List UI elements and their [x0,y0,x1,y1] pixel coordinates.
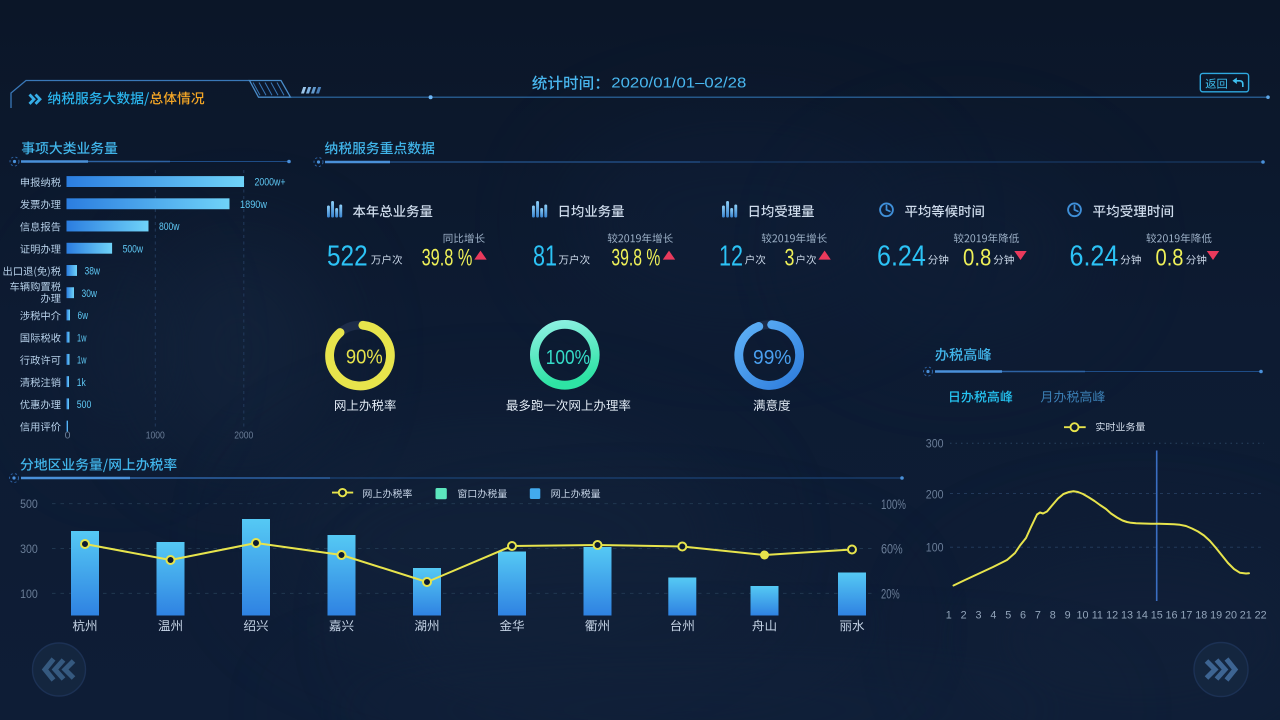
svg-text:1k: 1k [77,377,86,389]
svg-text:100: 100 [20,589,38,601]
svg-text:1w: 1w [77,332,87,344]
svg-text:12: 12 [1106,609,1118,621]
svg-text:38w: 38w [85,266,101,278]
svg-text:6.24: 6.24 [877,240,926,272]
svg-text:99%: 99% [753,346,791,369]
svg-text:0.8: 0.8 [963,244,991,271]
svg-text:15: 15 [1151,609,1163,621]
svg-text:7: 7 [1035,609,1041,621]
svg-text:39.8 %: 39.8 % [422,244,473,271]
svg-text:2020/01/01–02/28: 2020/01/01–02/28 [611,75,746,91]
svg-text:500: 500 [20,499,38,511]
svg-text:30w: 30w [82,288,98,300]
svg-text:22: 22 [1255,609,1267,621]
svg-text:16: 16 [1166,609,1178,621]
svg-text:100: 100 [926,543,944,555]
svg-text:2: 2 [961,609,967,621]
svg-text:500w: 500w [123,243,144,255]
svg-text:522: 522 [327,240,368,272]
svg-text:6: 6 [1020,609,1026,621]
svg-text:18: 18 [1195,609,1207,621]
svg-text:100%: 100% [546,346,590,369]
svg-text:8: 8 [1050,609,1056,621]
svg-text:10: 10 [1076,609,1088,621]
svg-text:39.8 %: 39.8 % [611,244,660,271]
svg-text:4: 4 [990,609,996,621]
svg-text:90%: 90% [346,346,383,368]
svg-text:9: 9 [1065,609,1071,621]
svg-text:14: 14 [1136,609,1148,621]
svg-text:1w: 1w [77,355,87,367]
svg-text:300: 300 [926,439,944,451]
svg-text:17: 17 [1180,609,1192,621]
svg-text:500: 500 [77,399,92,411]
svg-text:300: 300 [20,544,38,556]
svg-text:3: 3 [975,609,981,621]
svg-text:6w: 6w [78,310,89,322]
svg-text:800w: 800w [159,221,180,233]
svg-text:11: 11 [1092,609,1103,621]
svg-text:19: 19 [1210,609,1222,621]
svg-text:0: 0 [65,430,71,442]
svg-text:100%: 100% [881,497,906,512]
svg-text:81: 81 [533,240,557,272]
svg-text:0.8: 0.8 [1156,244,1184,271]
svg-text:21: 21 [1240,609,1252,621]
svg-text:6.24: 6.24 [1070,240,1119,272]
svg-text:60%: 60% [881,542,903,557]
svg-text:12: 12 [719,240,743,272]
svg-text:2000: 2000 [234,430,253,442]
svg-text:1000: 1000 [146,430,165,442]
svg-text:13: 13 [1121,609,1133,621]
svg-text:20%: 20% [881,587,900,602]
svg-text:3: 3 [785,244,795,271]
svg-text:2000w+: 2000w+ [255,177,286,189]
svg-text:20: 20 [1225,609,1237,621]
svg-text:1890w: 1890w [240,199,267,211]
svg-text:200: 200 [926,490,944,502]
svg-text:1: 1 [946,609,952,621]
svg-text:5: 5 [1005,609,1011,621]
